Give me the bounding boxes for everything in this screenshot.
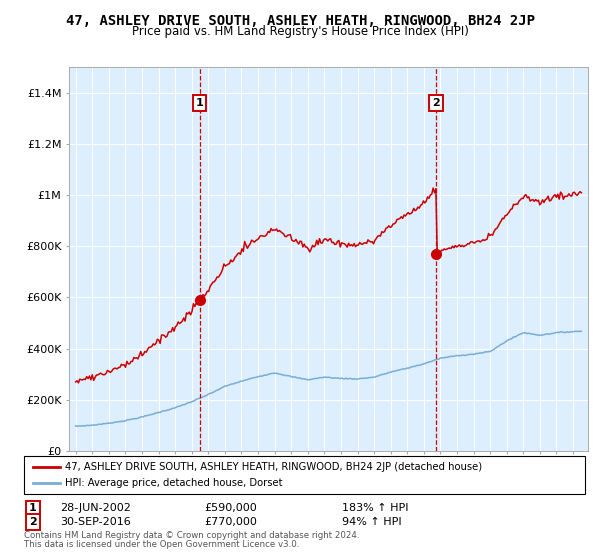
Text: 47, ASHLEY DRIVE SOUTH, ASHLEY HEATH, RINGWOOD, BH24 2JP: 47, ASHLEY DRIVE SOUTH, ASHLEY HEATH, RI… (65, 14, 535, 28)
Text: HPI: Average price, detached house, Dorset: HPI: Average price, detached house, Dors… (65, 478, 283, 488)
Text: £770,000: £770,000 (204, 517, 257, 527)
Text: £590,000: £590,000 (204, 503, 257, 514)
Text: 2: 2 (29, 517, 37, 527)
Text: This data is licensed under the Open Government Licence v3.0.: This data is licensed under the Open Gov… (24, 540, 299, 549)
Text: 30-SEP-2016: 30-SEP-2016 (60, 517, 131, 527)
Text: 1: 1 (29, 503, 37, 514)
Text: 28-JUN-2002: 28-JUN-2002 (60, 503, 131, 514)
Text: Contains HM Land Registry data © Crown copyright and database right 2024.: Contains HM Land Registry data © Crown c… (24, 531, 359, 540)
Text: 94% ↑ HPI: 94% ↑ HPI (342, 517, 401, 527)
Text: Price paid vs. HM Land Registry's House Price Index (HPI): Price paid vs. HM Land Registry's House … (131, 25, 469, 38)
Text: 1: 1 (196, 98, 204, 108)
Text: 47, ASHLEY DRIVE SOUTH, ASHLEY HEATH, RINGWOOD, BH24 2JP (detached house): 47, ASHLEY DRIVE SOUTH, ASHLEY HEATH, RI… (65, 461, 482, 472)
Text: 183% ↑ HPI: 183% ↑ HPI (342, 503, 409, 514)
Text: 2: 2 (432, 98, 440, 108)
